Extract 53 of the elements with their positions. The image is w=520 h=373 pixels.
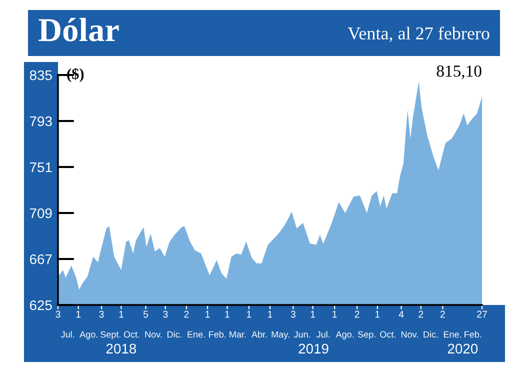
x-tick-label: 1 — [246, 310, 252, 318]
x-tick-label: 3 — [163, 310, 168, 318]
y-tick-label: 709 — [30, 208, 52, 218]
x2-tick-label: Ene. — [444, 331, 461, 338]
x-tick-label: 2 — [440, 310, 445, 318]
y-tick-label: 835 — [30, 70, 52, 80]
y-tick-label: 793 — [30, 116, 52, 126]
x-tick-label: 4 — [398, 310, 404, 318]
y-tick-label: 667 — [30, 254, 52, 264]
x-tick-label: 1 — [225, 310, 230, 318]
y-tick-label: 625 — [30, 300, 52, 310]
x2-tick-label: Dic. — [167, 331, 182, 338]
x2-tick-label: Nov. — [145, 331, 162, 338]
x2-tick-label: Feb. — [464, 331, 482, 338]
x2-tick-label: Oct. — [124, 331, 140, 338]
x-tick-label: 1 — [76, 310, 81, 318]
x2-tick-label: Mar. — [230, 331, 246, 338]
x-tick-label: 2 — [354, 310, 360, 318]
x2-tick-label: May. — [272, 331, 290, 340]
x2-tick-label: Nov. — [401, 331, 418, 338]
x2-tick-label: Jul. — [316, 331, 330, 338]
x-tick-label: 27 — [477, 310, 487, 318]
x2-tick-label: Sep. — [358, 331, 376, 340]
x2-tick-label: Abr. — [251, 331, 267, 338]
x2-tick-label: Sept. — [100, 331, 120, 340]
x-tick-label: 1 — [206, 310, 210, 318]
x-tick-label: 1 — [268, 310, 272, 318]
x2-tick-label: Jun. — [294, 331, 310, 338]
y-tick-label: 751 — [30, 162, 52, 172]
chart-subtitle: Venta, al 27 febrero — [348, 26, 490, 42]
annotation: 815,10 — [436, 65, 482, 80]
x-tick-label: 2 — [418, 310, 424, 318]
x-tick-label: 1 — [119, 310, 124, 318]
x-tick-label: 3 — [56, 310, 60, 318]
text: 2018 — [106, 344, 136, 354]
chart-title: Dólar — [38, 18, 119, 42]
x2-tick-label: Ago. — [80, 331, 98, 340]
x-tick-label: 3 — [99, 310, 104, 318]
x2-tick-label: Ene. — [188, 331, 205, 338]
x2-tick-label: Jul. — [60, 331, 74, 338]
x-tick-label: 5 — [143, 310, 148, 318]
x2-tick-label: Feb. — [209, 331, 226, 338]
x-tick-label: 1 — [310, 310, 316, 318]
x2-tick-label: Dic. — [424, 331, 438, 338]
x-tick-label: 1 — [375, 310, 380, 318]
x-tick-label: 2 — [184, 310, 189, 318]
x2-tick-label: Ago. — [336, 331, 354, 340]
x2-tick-label: Oct. — [380, 331, 396, 338]
text: 2019 — [298, 344, 328, 354]
text: 2020 — [448, 344, 478, 354]
y-axis-title: ($) — [67, 68, 84, 82]
x-tick-label: 3 — [290, 310, 296, 318]
x-tick-label: 1 — [332, 310, 337, 318]
